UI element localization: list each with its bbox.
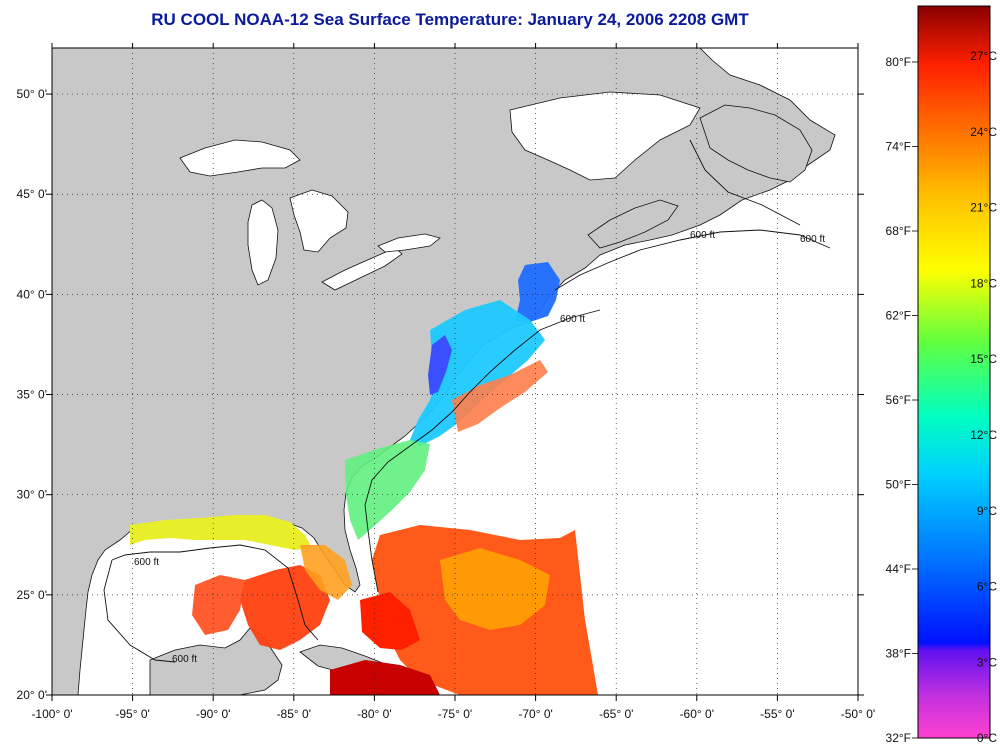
lake-erie: [321, 247, 403, 291]
colorbar-f-label: 74°F: [886, 140, 911, 154]
sst-gulf-loop-warm: [240, 565, 330, 650]
colorbar-f-label: 44°F: [886, 562, 911, 576]
colorbar-f-label: 68°F: [886, 224, 911, 238]
contour-label-gulf-maine: 600 ft: [690, 230, 715, 241]
sst-gulf-coast-yellow: [130, 515, 312, 550]
contour-gulf-west: [103, 559, 176, 663]
lon-tick-label: -60° 0': [680, 707, 714, 721]
colorbar-f-label: 50°F: [886, 478, 911, 492]
latitude-axis: 50° 0' 45° 0' 40° 0' 35° 0' 30° 0' 25° 0' 20° …: [17, 87, 864, 702]
colorbar-f-label: 80°F: [886, 55, 911, 69]
sst-florida-straits: [360, 592, 420, 650]
sst-sargasso-mottle: [440, 548, 550, 630]
contour-label-scotian: 600 ft: [800, 234, 825, 245]
colorbar-fahrenheit-labels: 80°F 74°F 68°F 62°F 56°F 50°F 44°F 38°F 32°F: [886, 55, 918, 745]
lat-tick-label: 30° 0': [17, 488, 47, 502]
lat-tick-label: 50° 0': [17, 87, 47, 101]
colorbar-f-label: 62°F: [886, 309, 911, 323]
contour-gulf-shelf: [111, 544, 319, 641]
contour-atlantic-shelf: [364, 309, 601, 593]
sst-gulfstream-wall: [452, 360, 548, 432]
lake-michigan: [247, 199, 279, 286]
map-title: RU COOL NOAA-12 Sea Surface Temperature:…: [151, 10, 749, 29]
lon-tick-label: -65° 0': [599, 707, 633, 721]
colorbar-c-label: 12°C: [970, 428, 997, 442]
contour-label-atlantic: 600 ft: [560, 314, 585, 325]
nova-scotia-land: [587, 199, 679, 249]
colorbar-c-label: 27°C: [970, 49, 997, 63]
lake-ontario: [377, 233, 441, 253]
sst-data-field: [130, 262, 598, 695]
lon-tick-label: -75° 0': [438, 707, 472, 721]
lat-tick-label: 45° 0': [17, 187, 47, 201]
lon-tick-label: -70° 0': [518, 707, 552, 721]
colorbar: [917, 5, 991, 739]
colorbar-celsius-labels: 27°C 24°C 21°C 18°C 15°C 12°C 9°C 6°C 3°C 0°C: [970, 49, 997, 745]
colorbar-f-label: 32°F: [886, 731, 911, 745]
lon-tick-label: -85° 0': [277, 707, 311, 721]
longitude-axis: -100° 0' -95° 0' -90° 0' -85° 0' -80° 0' -75°…: [31, 43, 875, 721]
lat-tick-label: 25° 0': [17, 588, 47, 602]
sst-bahamas-hot: [330, 660, 440, 695]
colorbar-c-label: 24°C: [970, 125, 997, 139]
colorbar-c-label: 15°C: [970, 352, 997, 366]
sst-gulf-of-maine: [515, 262, 560, 322]
depth-contours: [103, 139, 831, 663]
lon-tick-label: -90° 0': [196, 707, 230, 721]
lon-tick-label: -100° 0': [31, 707, 72, 721]
sst-chesapeake-cold: [428, 335, 452, 395]
contour-label-gulf: 600 ft: [134, 557, 159, 568]
colorbar-c-label: 6°C: [977, 580, 997, 594]
map-panel: 600 ft 600 ft 600 ft 600 ft 600 ft: [52, 48, 858, 695]
colorbar-c-label: 9°C: [977, 504, 997, 518]
colorbar-c-label: 0°C: [977, 731, 997, 745]
colorbar-c-label: 3°C: [977, 655, 997, 669]
contour-newfoundland: [689, 139, 801, 226]
sst-florida-west-shelf: [300, 545, 352, 600]
lake-huron: [289, 189, 349, 253]
lon-tick-label: -50° 0': [841, 707, 875, 721]
lat-tick-label: 20° 0': [17, 688, 47, 702]
colorbar-f-label: 38°F: [886, 647, 911, 661]
colorbar-c-label: 18°C: [970, 276, 997, 290]
contour-nova-scotia: [554, 229, 831, 291]
lon-tick-label: -95° 0': [115, 707, 149, 721]
newfoundland-land: [699, 104, 813, 183]
sst-offshore-clouds: [430, 425, 575, 525]
lat-tick-label: 40° 0': [17, 287, 47, 301]
gulf-st-lawrence: [509, 91, 701, 181]
lon-tick-label: -55° 0': [760, 707, 794, 721]
colorbar-f-label: 56°F: [886, 393, 911, 407]
lat-tick-label: 35° 0': [17, 388, 47, 402]
contour-label-yucatan: 600 ft: [172, 654, 197, 665]
colorbar-c-label: 21°C: [970, 201, 997, 215]
sst-gulf-west-warm: [192, 575, 245, 635]
lake-superior: [179, 139, 301, 177]
lon-tick-label: -80° 0': [357, 707, 391, 721]
